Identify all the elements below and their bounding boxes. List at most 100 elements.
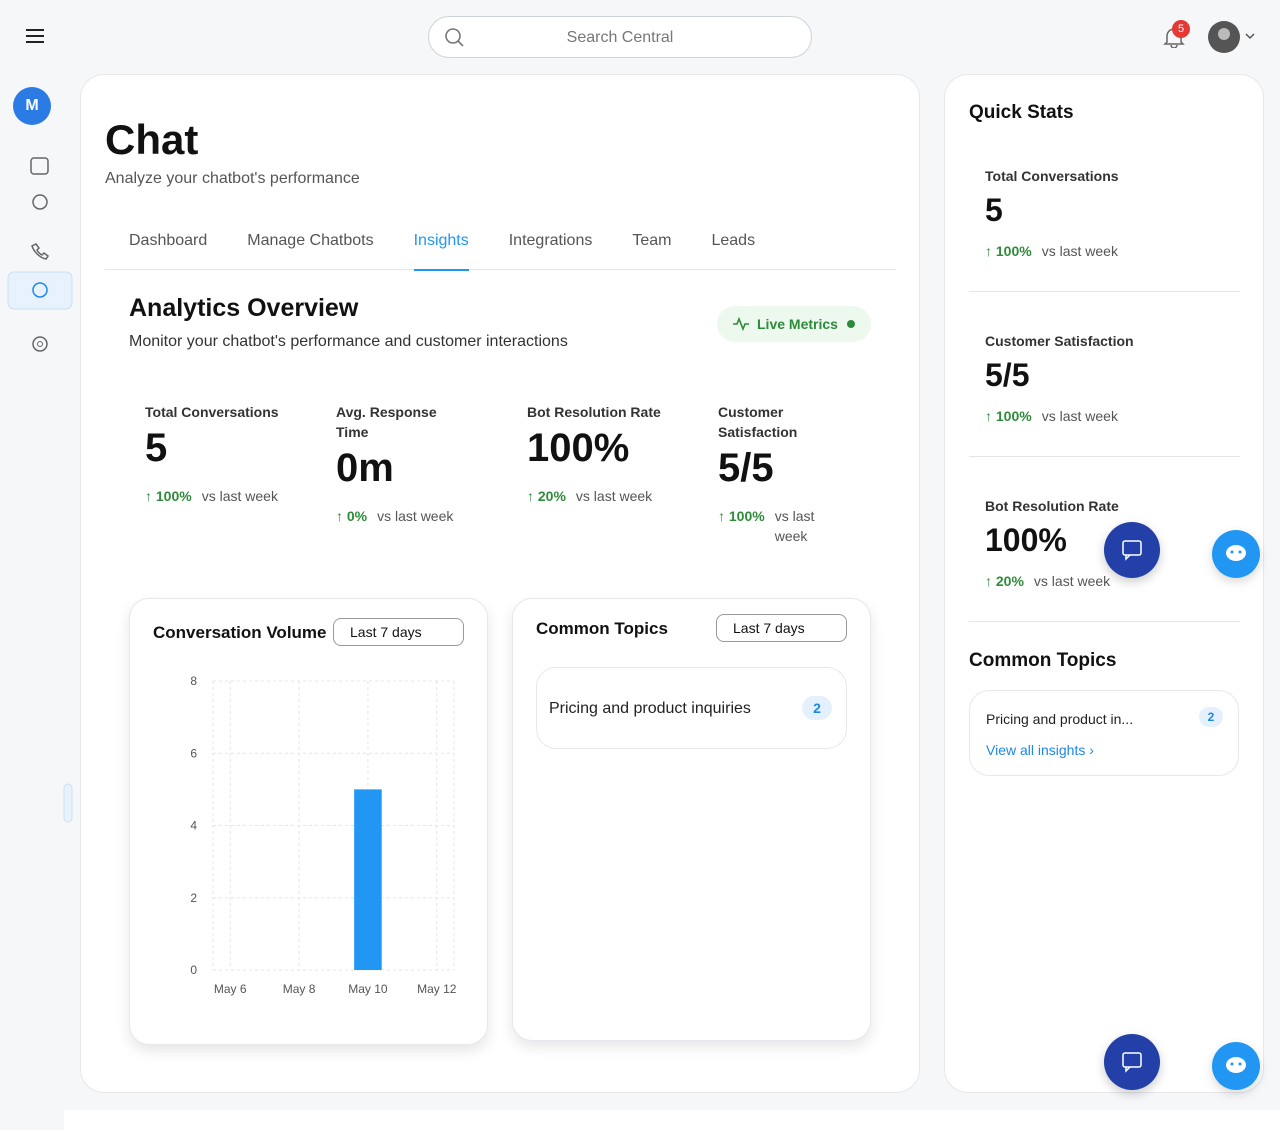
sidebar-topics-title: Common Topics <box>969 650 1117 671</box>
change-compare: vs last week <box>377 508 454 524</box>
live-dot <box>847 320 855 328</box>
metric-label: Customer Satisfaction <box>718 404 798 440</box>
tab[interactable]: Dashboard <box>129 232 208 249</box>
metric-value: 100% <box>527 426 630 470</box>
change-value: ↑ 20% <box>985 573 1024 589</box>
y-tick-label: 8 <box>190 674 197 688</box>
sidebar-avatar[interactable]: M <box>13 87 51 125</box>
sidebar-topic-count: 2 <box>1199 707 1223 727</box>
metric: Bot Resolution Rate 100% ↑ 20% vs last week <box>527 402 718 546</box>
tab[interactable]: Team <box>632 232 672 249</box>
sidebar-topic-label: Pricing and product in... <box>986 711 1134 727</box>
y-tick-label: 6 <box>190 746 197 760</box>
topic-item[interactable]: Pricing and product inquiries 2 <box>536 667 847 749</box>
view-insights-link[interactable]: View all insights › <box>986 742 1094 758</box>
metric-change: ↑ 100% vs last week <box>145 486 325 506</box>
separator <box>969 456 1240 457</box>
tab[interactable]: Manage Chatbots <box>247 232 374 249</box>
change-compare: vs last week <box>1041 243 1118 259</box>
y-tick-label: 0 <box>190 963 197 977</box>
tab[interactable]: Integrations <box>508 232 593 249</box>
bar <box>354 789 382 970</box>
y-tick-label: 4 <box>190 819 197 833</box>
search-placeholder: Search Central <box>566 29 674 46</box>
notification-count: 5 <box>1172 20 1190 38</box>
metric-value: 5/5 <box>718 446 774 490</box>
overview-subtitle: Monitor your chatbot's performance and c… <box>129 333 568 350</box>
change-value: ↑ 20% <box>527 488 566 504</box>
separator <box>969 621 1240 622</box>
topics-title: Common Topics <box>536 619 668 638</box>
support-icon <box>1226 1057 1246 1073</box>
quick-stat: Total Conversations 5 ↑ 100% vs last week <box>985 168 1119 261</box>
change-value: ↑ 100% <box>985 243 1032 259</box>
change-number: 0% <box>346 508 368 524</box>
metric-label: Avg. Response Time <box>336 404 437 440</box>
change-number: 100% <box>995 408 1032 424</box>
metric-change: ↑ 20% vs last week <box>527 486 707 506</box>
live-badge: Live Metrics <box>717 306 871 342</box>
metric-value: 0m <box>336 446 394 490</box>
change-value: ↑ 100% <box>985 408 1032 424</box>
change-value: ↑ 100% <box>145 488 192 504</box>
chat-button[interactable] <box>1104 1034 1160 1090</box>
x-tick-label: May 6 <box>214 982 247 996</box>
live-badge-text: Live Metrics <box>757 316 838 332</box>
topics-card <box>512 598 871 1041</box>
separator <box>969 291 1240 292</box>
quick-stat: Customer Satisfaction 5/5 ↑ 100% vs last we… <box>985 333 1134 426</box>
tab[interactable]: Leads <box>711 232 756 249</box>
tabs: Dashboard Manage Chatbots Insights Integrat… <box>105 230 896 271</box>
volume-card <box>129 598 488 1045</box>
change-number: 20% <box>537 488 566 504</box>
topics-filter-text: Last 7 days <box>733 620 805 636</box>
volume-filter-text: Last 7 days <box>350 624 422 640</box>
chat-icon <box>1122 1052 1142 1073</box>
metric: Customer Satisfaction 5/5 ↑ 100% vs last we… <box>718 402 909 546</box>
change-number: 100% <box>155 488 192 504</box>
change-number: 100% <box>728 508 765 524</box>
quick-stats-title: Quick Stats <box>969 102 1074 123</box>
quick-stat-label: Customer Satisfaction <box>985 333 1134 349</box>
quick-stat-change: ↑ 100% vs last week <box>985 406 1134 426</box>
x-tick-label: May 12 <box>417 982 457 996</box>
metrics: Total Conversations 5 ↑ 100% vs last week Av… <box>145 402 909 546</box>
overview-title: Analytics Overview <box>129 294 359 322</box>
chat-icon <box>1122 540 1142 561</box>
topic-count: 2 <box>802 696 832 720</box>
x-tick-label: May 10 <box>348 982 388 996</box>
sidebar-topic: Pricing and product in... 2 View all ins… <box>969 690 1239 776</box>
quick-stat-value: 5 <box>985 192 1003 228</box>
chat-button[interactable] <box>1104 522 1160 578</box>
page-title: Chat <box>105 116 199 163</box>
support-button[interactable] <box>1212 530 1260 578</box>
search-box[interactable]: Search Central <box>428 16 812 58</box>
x-tick-label: May 8 <box>283 982 316 996</box>
stats-card <box>944 74 1264 1093</box>
quick-stat-label: Total Conversations <box>985 168 1119 184</box>
page-subtitle: Analyze your chatbot's performance <box>105 170 360 187</box>
support-button[interactable] <box>1212 1042 1260 1090</box>
volume-title: Conversation Volume <box>153 623 327 642</box>
metric: Avg. Response Time 0m ↑ 0% vs last week <box>336 402 527 546</box>
menu-icon[interactable] <box>26 28 46 44</box>
link-text: View all insights <box>986 742 1086 758</box>
change-compare: vs last week <box>201 488 278 504</box>
tab[interactable]: Insights <box>390 230 485 271</box>
volume-chart: 0 2 4 6 8 May 6 May 8 May 10 May 12 <box>190 674 457 996</box>
change-compare: vs last week <box>1041 408 1118 424</box>
quick-stat-change: ↑ 100% vs last week <box>985 241 1119 261</box>
topics-filter[interactable]: Last 7 days <box>716 614 847 642</box>
quick-stat-value: 5/5 <box>985 357 1030 393</box>
change-compare: vs last week <box>1033 573 1111 589</box>
change-value: ↑ 0% <box>336 508 368 524</box>
volume-filter[interactable]: Last 7 days <box>333 618 464 646</box>
search-icon <box>445 28 464 47</box>
user-avatar[interactable] <box>1208 21 1260 53</box>
metric-label: Bot Resolution Rate <box>527 404 661 420</box>
change-value: ↑ 100% <box>718 508 765 524</box>
change-number: 20% <box>995 573 1024 589</box>
y-tick-label: 2 <box>190 891 197 905</box>
quick-stat-change: ↑ 20% vs last week <box>985 571 1119 591</box>
